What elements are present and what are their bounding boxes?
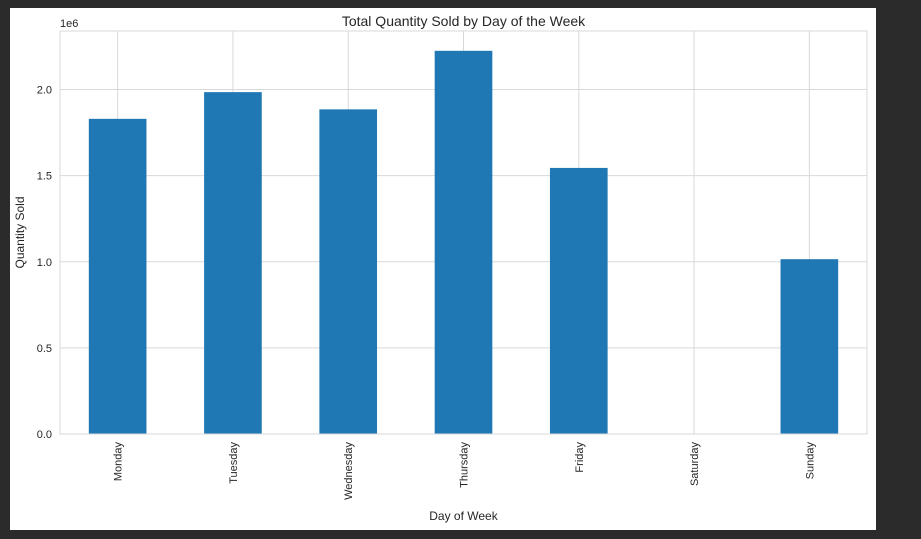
bar-chart: 0.0 0.5 1.0 1.5 2.0 Monday Tuesday Wednesday Thu… — [13, 13, 868, 523]
x-tick-label: Sunday — [804, 442, 816, 480]
x-tick-label: Friday — [574, 442, 586, 473]
x-tick-label: Wednesday — [343, 442, 355, 500]
x-tick-label: Tuesday — [228, 442, 240, 484]
plot-frame — [59, 30, 868, 435]
bar-thursday — [434, 50, 493, 435]
bar-wednesday — [319, 109, 378, 434]
x-tick-label: Monday — [113, 442, 125, 482]
tick-layer: 0.0 0.5 1.0 1.5 2.0 Monday Tuesday Wednesday Thu… — [37, 85, 817, 500]
bar-monday — [88, 118, 147, 434]
y-axis-offset-label: 1e6 — [60, 18, 78, 30]
y-tick-label: 2.0 — [37, 85, 52, 97]
y-axis-label: Quantity Sold — [13, 196, 27, 268]
bar-tuesday — [204, 92, 262, 434]
bar-friday — [549, 167, 608, 434]
figure-canvas: 0.0 0.5 1.0 1.5 2.0 Monday Tuesday Wednesday Thu… — [10, 8, 876, 530]
x-tick-label: Thursday — [459, 442, 471, 488]
bar-sunday — [780, 259, 839, 434]
x-axis-label: Day of Week — [429, 509, 498, 523]
x-tick-label: Saturday — [689, 442, 701, 487]
y-tick-label: 0.5 — [37, 343, 52, 355]
y-tick-label: 0.0 — [37, 429, 52, 441]
bar-layer — [88, 50, 839, 435]
y-tick-label: 1.5 — [37, 171, 52, 183]
y-tick-label: 1.0 — [37, 257, 52, 269]
chart-title: Total Quantity Sold by Day of the Week — [342, 13, 586, 29]
